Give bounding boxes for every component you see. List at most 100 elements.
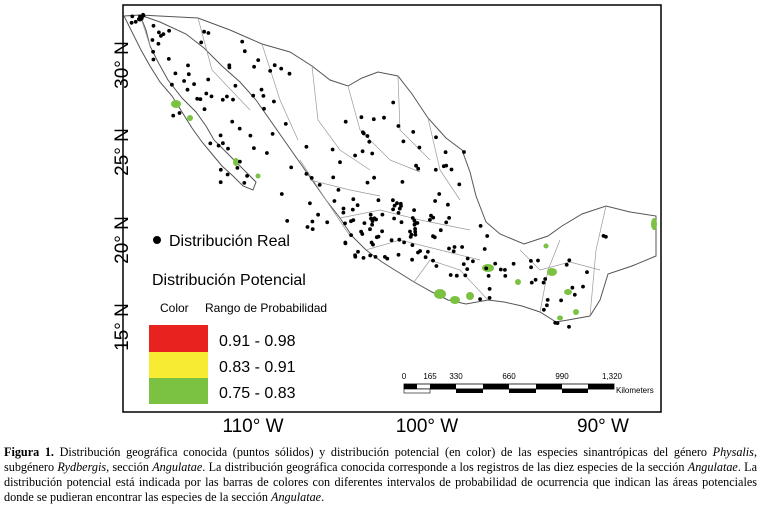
occurrence-point	[444, 220, 449, 225]
occurrence-point	[368, 227, 372, 232]
occurrence-point	[186, 72, 191, 77]
occurrence-point	[365, 134, 370, 138]
occurrence-point	[413, 232, 418, 237]
occurrence-point	[380, 212, 385, 217]
occurrence-point	[426, 249, 430, 254]
occurrence-point	[157, 30, 161, 35]
caption-section-1: Angulatae	[152, 460, 203, 474]
occurrence-point	[400, 180, 405, 184]
occurrence-point	[529, 265, 533, 270]
occurrence-point	[330, 147, 335, 152]
scale-tick-165: 165	[423, 372, 437, 381]
occurrence-point	[279, 192, 284, 196]
occurrence-point	[389, 238, 394, 243]
occurrence-point	[156, 41, 161, 46]
occurrence-point	[493, 261, 498, 266]
legend-range-low: 0.75 - 0.83	[219, 385, 296, 402]
occurrence-point	[564, 262, 569, 267]
occurrence-point	[359, 115, 364, 120]
occurrence-point	[447, 246, 451, 251]
occurrence-point	[485, 234, 490, 238]
occurrence-point	[410, 216, 415, 220]
occurrence-point	[391, 198, 395, 203]
occurrence-point	[471, 259, 475, 264]
occurrence-point	[437, 192, 442, 196]
occurrence-point	[368, 212, 373, 217]
occurrence-point	[382, 115, 386, 120]
longitude-label-100w: 100° W	[396, 416, 459, 437]
occurrence-point	[166, 57, 171, 61]
occurrence-point	[413, 221, 418, 225]
latitude-label-20n: 20° N	[112, 216, 133, 264]
occurrence-point	[167, 28, 172, 33]
occurrence-point	[141, 13, 146, 18]
occurrence-point	[369, 216, 373, 221]
occurrence-point	[410, 243, 415, 248]
occurrence-point	[370, 222, 374, 227]
occurrence-point	[503, 274, 508, 278]
occurrence-point	[543, 277, 548, 281]
legend-potential-title: Distribución Potencial	[152, 272, 306, 289]
occurrence-point	[285, 219, 290, 223]
occurrence-point	[570, 285, 575, 290]
occurrence-point	[581, 284, 585, 289]
legend: Distribución Real Distribución Potencial…	[149, 233, 327, 404]
legend-swatch-low	[149, 378, 208, 404]
occurrence-point	[373, 255, 378, 259]
scale-tick-330: 330	[449, 372, 463, 381]
occurrence-point	[391, 207, 395, 212]
occurrence-point	[533, 277, 538, 282]
occurrence-point	[305, 225, 310, 229]
occurrence-point	[159, 34, 163, 38]
occurrence-point	[206, 77, 211, 82]
occurrence-point	[413, 229, 418, 234]
scale-tick-0: 0	[402, 372, 407, 381]
caption-label: Figura 1.	[4, 445, 54, 459]
occurrence-point	[362, 221, 367, 226]
occurrence-point	[218, 167, 223, 172]
occurrence-point	[418, 249, 422, 253]
occurrence-point	[192, 82, 197, 86]
occurrence-point	[279, 66, 284, 71]
caption-text-2: , subgénero	[4, 445, 757, 474]
occurrence-point	[349, 233, 353, 238]
occurrence-point	[171, 113, 176, 118]
occurrence-point	[130, 14, 135, 19]
occurrence-point	[395, 201, 399, 206]
occurrence-point	[433, 167, 438, 172]
occurrence-point	[221, 141, 225, 146]
occurrence-point	[325, 220, 330, 225]
occurrence-point	[350, 207, 355, 212]
occurrence-point	[343, 119, 348, 124]
occurrence-point	[331, 175, 336, 180]
occurrence-point	[487, 296, 492, 300]
occurrence-point	[462, 150, 466, 154]
occurrence-point	[368, 253, 373, 258]
occurrence-point	[262, 106, 266, 111]
occurrence-point	[414, 163, 418, 168]
occurrence-point	[304, 144, 309, 149]
occurrence-point	[265, 151, 269, 155]
scale-tick-990: 990	[555, 372, 569, 381]
occurrence-point	[242, 181, 247, 185]
occurrence-point	[498, 267, 503, 272]
occurrence-point	[484, 266, 489, 271]
occurrence-point	[443, 150, 448, 155]
longitude-label-90w: 90° W	[577, 416, 629, 437]
occurrence-point	[198, 97, 203, 102]
occurrence-point	[261, 94, 266, 98]
occurrence-point	[170, 82, 174, 87]
occurrence-point	[309, 176, 314, 180]
occurrence-point	[465, 267, 470, 271]
occurrence-point	[270, 132, 275, 136]
occurrence-point	[237, 126, 242, 131]
occurrence-point	[559, 298, 563, 303]
occurrence-point	[541, 280, 546, 285]
occurrence-point	[173, 71, 178, 76]
occurrence-point	[359, 229, 363, 234]
occurrence-point	[209, 94, 214, 99]
occurrence-point	[449, 167, 454, 172]
occurrence-point	[231, 97, 235, 102]
occurrence-point	[376, 198, 381, 203]
